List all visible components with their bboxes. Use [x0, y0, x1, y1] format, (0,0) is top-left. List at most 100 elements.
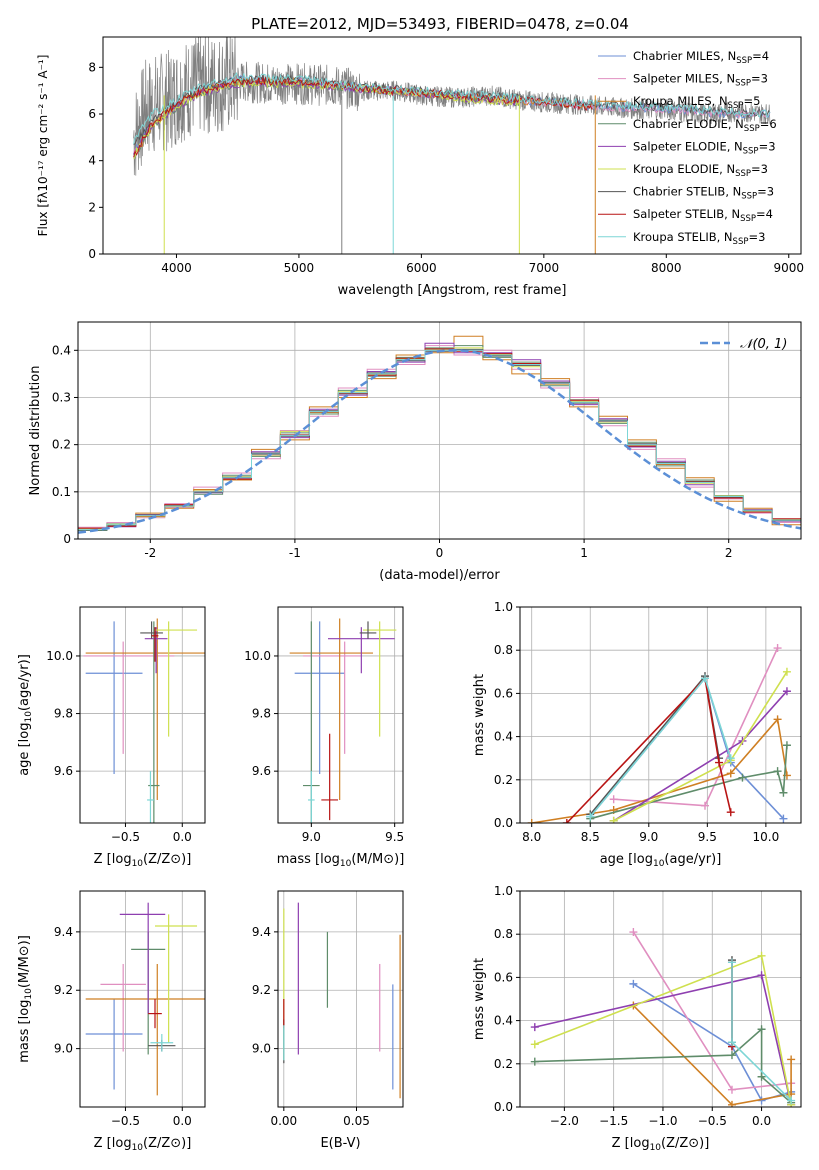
spectrum-series-line — [133, 73, 771, 146]
mass-z-ylabel-main: mass [log — [17, 1000, 32, 1063]
hist-legend-label: 𝒩(0, 1) — [740, 337, 787, 352]
age-mass-errorbar-point — [328, 627, 395, 674]
mw-z-plus-marker — [757, 951, 766, 960]
legend-entry-tail: =6 — [760, 117, 777, 131]
mw-age-series-line — [566, 676, 732, 823]
mass-z-ytick-label: 9.4 — [54, 925, 73, 939]
legend-entry-tail: =3 — [751, 72, 768, 86]
spectrum-legend: Chabrier MILES, NSSP=4 Salpeter MILES, N S… — [598, 49, 777, 247]
age-mass-errorbar-point — [303, 641, 362, 754]
mw-z-xtick-label: −1.5 — [599, 1114, 628, 1128]
mass-z-errorbar-point — [155, 914, 198, 1043]
mass-z-ylabel-tail: (M/M⊙)] — [17, 935, 32, 988]
mw-age-plus-marker — [782, 741, 791, 750]
mass-ebv-xlabel: E(B-V) — [320, 1136, 360, 1151]
mw-z-plus-marker — [727, 958, 736, 967]
legend-entry-sub: SSP — [728, 101, 744, 111]
mass-z-ylabel-sub: 10 — [24, 988, 34, 1000]
legend-entry-main: Salpeter STELIB, N — [633, 207, 740, 221]
mw-z-xtick-label: −2.0 — [550, 1114, 579, 1128]
mw-z-plus-marker — [787, 1055, 796, 1064]
mass-z-ytick-label: 9.2 — [54, 983, 73, 997]
age-z-xlabel: Z [log10(Z/Z⊙)] — [94, 852, 192, 869]
mw-age-plus-marker — [782, 667, 791, 676]
spectrum-xtick-label: 6000 — [406, 261, 437, 275]
mass-z-xlabel-tail: (Z/Z⊙)] — [143, 1136, 191, 1151]
age-z-errorbar-point — [85, 618, 205, 800]
mw-age-xtick-label: 9.0 — [639, 830, 658, 844]
mw-z-xlabel-sub: 10 — [650, 1143, 662, 1153]
age-mass-errorbar-point — [294, 621, 345, 775]
hist-frame: -2 -1 0 1 2 0 0.1 0.2 0.3 0.4 — [52, 321, 802, 560]
age-z-ylabel-tail: (age/yr)] — [17, 654, 32, 711]
age-z-ytick-label: 9.6 — [54, 764, 73, 778]
legend-entry-sub: SSP — [744, 124, 760, 134]
mw-age-xlabel-sub: 10 — [653, 859, 665, 869]
age-z-ytick-label: 10.0 — [46, 649, 73, 663]
hist-xtick-label: 0 — [436, 546, 444, 560]
age-z-ylabel: age [log10(age/yr)] — [17, 654, 34, 776]
mw-z-plus-marker — [757, 971, 766, 980]
age-mass-border — [277, 606, 404, 824]
mw-z-plus-marker — [629, 928, 638, 937]
mass-ebv-ytick-label: 9.2 — [252, 983, 271, 997]
mw-z-plot-area — [530, 928, 796, 1107]
mw-age-xtick-label: 9.5 — [698, 830, 717, 844]
spectrum-border — [102, 36, 802, 255]
mw-z-plus-marker — [727, 1085, 736, 1094]
age-z-plot-area — [83, 618, 205, 823]
hist-ytick-label: 0.2 — [52, 438, 71, 452]
age-mass-xlabel-tail: (M/M⊙)] — [351, 852, 404, 867]
legend-entry: Kroupa MILES, NSSP=5 — [633, 94, 760, 111]
age-z-ylabel-sub: 10 — [24, 711, 34, 723]
mass-ebv-border — [277, 890, 404, 1108]
mw-age-xtick-label: 10.0 — [753, 830, 780, 844]
mw-z-frame: −2.0 −1.5 −1.0 −0.5 0.0 0.0 0.2 0.4 0.6 0.8 1.0 — [494, 884, 802, 1128]
legend-entry-tail: =4 — [752, 49, 769, 63]
legend-entry-main: Kroupa MILES, N — [633, 94, 728, 108]
mw-z-plus-marker — [757, 1072, 766, 1081]
mw-z-ytick-label: 0.8 — [494, 927, 513, 941]
spectrum-ytick-label: 8 — [88, 60, 96, 74]
legend-entry: Chabrier MILES, NSSP=4 — [633, 49, 769, 66]
normal-reference-curve — [78, 349, 801, 534]
hist-ylabel: Normed distribution — [28, 366, 43, 496]
hist-plot-area — [78, 335, 801, 539]
mw-age-ylabel: mass weight — [472, 674, 487, 756]
mw-age-ytick-label: 0.2 — [494, 773, 513, 787]
spectrum-xtick-label: 4000 — [161, 261, 192, 275]
mw-age-plus-marker — [700, 674, 709, 683]
mw-age-ytick-label: 0.0 — [494, 816, 513, 830]
mw-z-series-line — [632, 1004, 792, 1106]
legend-entry: Salpeter ELODIE, NSSP=3 — [633, 139, 776, 156]
legend-entry-sub: SSP — [740, 214, 756, 224]
mw-age-plus-marker — [562, 819, 571, 823]
mw-age-plus-marker — [726, 754, 735, 763]
legend-entry-sub: SSP — [741, 192, 757, 202]
spectrum-ytick-label: 6 — [88, 107, 96, 121]
mass-z-errorbar-point — [85, 999, 143, 1090]
age-mass-plot-area — [289, 618, 397, 823]
spectrum-xlabel: wavelength [Angstrom, rest frame] — [338, 283, 567, 298]
spectrum-xtick-label: 7000 — [529, 261, 560, 275]
spectrum-xtick-label: 8000 — [651, 261, 682, 275]
mw-z-ylabel: mass weight — [472, 958, 487, 1040]
mw-age-plus-marker — [782, 687, 791, 696]
hist-xtick-label: -1 — [289, 546, 301, 560]
mw-z-plus-marker — [787, 1096, 796, 1105]
legend-entry: Chabrier STELIB, NSSP=3 — [633, 185, 774, 202]
age-z-frame: −0.5 0.0 9.6 9.8 10.0 — [46, 606, 206, 844]
mw-age-plus-marker — [586, 812, 595, 821]
mw-z-plus-marker — [757, 1025, 766, 1034]
age-mass-errorbar-point — [321, 733, 338, 821]
mw-z-xtick-label: −0.5 — [698, 1114, 727, 1128]
mw-age-xlabel-tail: (age/yr)] — [664, 852, 721, 867]
legend-entry-main: Kroupa STELIB, N — [633, 230, 733, 244]
mass-ebv-ytick-label: 9.4 — [252, 925, 271, 939]
legend-entry-tail: =3 — [757, 185, 774, 199]
legend-entry-main: Salpeter MILES, N — [633, 72, 735, 86]
age-z-xlabel-main: Z [log — [94, 852, 132, 867]
mw-age-plus-marker — [773, 644, 782, 653]
